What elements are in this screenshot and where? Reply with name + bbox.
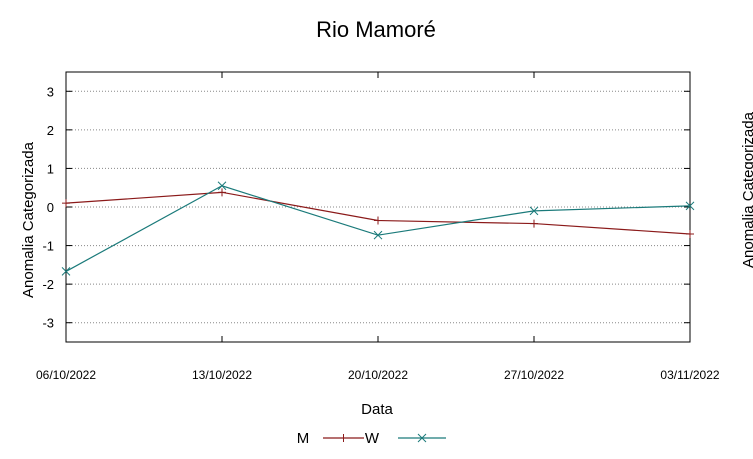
x-tick-label: 13/10/2022 (192, 368, 252, 382)
data-point-W (61, 267, 71, 276)
x-tick-label: 06/10/2022 (36, 368, 96, 382)
chart-title: Rio Mamoré (316, 17, 436, 42)
y-tick-label: 0 (47, 200, 54, 215)
y-axis-label: Anomalia Categorizada (20, 141, 37, 298)
right-y-axis-label: Anomalia Categorizada (740, 111, 753, 268)
y-tick-label: -3 (42, 316, 54, 331)
y-tick-label: -2 (42, 277, 54, 292)
x-axis-ticks: 06/10/2022 13/10/2022 20/10/2022 27/10/2022… (36, 72, 720, 382)
x-tick-label: 20/10/2022 (348, 368, 408, 382)
y-tick-label: 1 (47, 161, 54, 176)
data-point-W (685, 201, 695, 211)
y-axis-ticks: 3 2 1 0 -1 -2 -3 (42, 84, 690, 331)
series-M (62, 188, 694, 238)
series-line-W (65, 185, 691, 272)
series-line-M (65, 191, 691, 235)
y-tick-label: 2 (47, 123, 54, 138)
legend-marker-W (417, 433, 427, 443)
x-tick-label: 03/11/2022 (660, 368, 719, 382)
legend-label-W: W (365, 430, 380, 447)
series-W (61, 181, 695, 276)
data-point-W (529, 206, 539, 216)
x-axis-label: Data (361, 401, 393, 418)
series-layer (61, 181, 695, 276)
grid (66, 90, 690, 324)
data-point-W (217, 181, 227, 191)
data-point-W (373, 230, 383, 240)
x-tick-label: 27/10/2022 (504, 368, 564, 382)
y-tick-label: -1 (42, 239, 54, 254)
y-tick-label: 3 (47, 84, 54, 99)
legend-label-M: M (297, 430, 310, 447)
